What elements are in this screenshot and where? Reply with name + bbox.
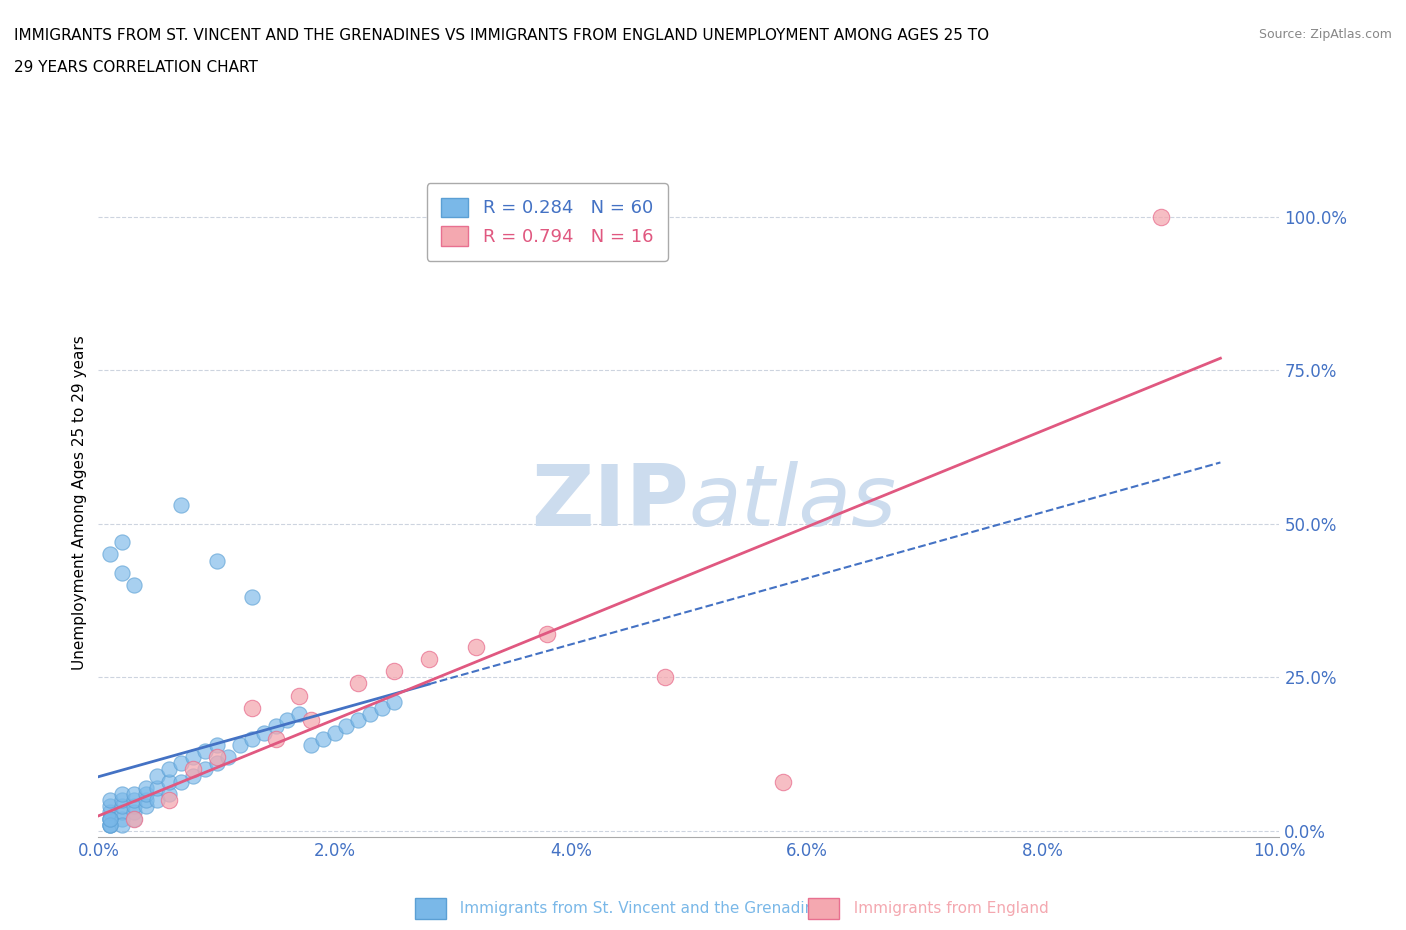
- Point: [382, 695, 405, 710]
- Point: [536, 627, 558, 642]
- Point: [371, 700, 394, 715]
- Point: [111, 535, 134, 550]
- Point: [170, 756, 193, 771]
- Point: [181, 750, 204, 764]
- Point: [135, 799, 157, 814]
- Point: [288, 707, 311, 722]
- Point: [347, 676, 370, 691]
- Point: [205, 756, 228, 771]
- Point: [194, 744, 217, 759]
- Point: [98, 799, 121, 814]
- Point: [111, 811, 134, 826]
- Point: [276, 712, 298, 727]
- Y-axis label: Unemployment Among Ages 25 to 29 years: Unemployment Among Ages 25 to 29 years: [72, 335, 87, 670]
- Point: [98, 811, 121, 826]
- Point: [146, 792, 169, 807]
- Point: [98, 792, 121, 807]
- Point: [194, 762, 217, 777]
- Point: [135, 787, 157, 802]
- Point: [359, 707, 381, 722]
- Point: [157, 775, 180, 790]
- Point: [312, 731, 335, 746]
- Point: [122, 578, 145, 592]
- Point: [146, 780, 169, 795]
- Text: 29 YEARS CORRELATION CHART: 29 YEARS CORRELATION CHART: [14, 60, 257, 75]
- Point: [98, 805, 121, 820]
- Point: [146, 768, 169, 783]
- Point: [170, 498, 193, 512]
- Point: [418, 651, 440, 666]
- Point: [98, 547, 121, 562]
- Point: [122, 811, 145, 826]
- Text: Immigrants from England: Immigrants from England: [844, 901, 1049, 916]
- Point: [465, 639, 488, 654]
- Point: [1150, 209, 1173, 224]
- Point: [135, 792, 157, 807]
- Point: [122, 799, 145, 814]
- Point: [253, 725, 276, 740]
- Point: [240, 731, 263, 746]
- Point: [654, 670, 676, 684]
- Point: [181, 768, 204, 783]
- Point: [111, 799, 134, 814]
- Point: [772, 775, 794, 790]
- Text: ZIP: ZIP: [531, 460, 689, 544]
- Point: [299, 737, 322, 752]
- Point: [111, 565, 134, 580]
- Point: [181, 762, 204, 777]
- Point: [122, 805, 145, 820]
- Point: [122, 787, 145, 802]
- Text: Immigrants from St. Vincent and the Grenadines: Immigrants from St. Vincent and the Gren…: [450, 901, 832, 916]
- Point: [229, 737, 252, 752]
- Point: [240, 590, 263, 604]
- Point: [205, 737, 228, 752]
- Point: [98, 817, 121, 832]
- Point: [98, 817, 121, 832]
- Point: [111, 787, 134, 802]
- Point: [111, 805, 134, 820]
- Point: [288, 688, 311, 703]
- Point: [122, 811, 145, 826]
- Point: [382, 664, 405, 679]
- Point: [240, 700, 263, 715]
- Point: [299, 712, 322, 727]
- Point: [98, 817, 121, 832]
- Point: [111, 817, 134, 832]
- Point: [135, 780, 157, 795]
- Point: [264, 719, 287, 734]
- Text: atlas: atlas: [689, 460, 897, 544]
- Point: [264, 731, 287, 746]
- Point: [157, 787, 180, 802]
- Point: [157, 762, 180, 777]
- Point: [98, 811, 121, 826]
- Point: [347, 712, 370, 727]
- Text: IMMIGRANTS FROM ST. VINCENT AND THE GRENADINES VS IMMIGRANTS FROM ENGLAND UNEMPL: IMMIGRANTS FROM ST. VINCENT AND THE GREN…: [14, 28, 990, 43]
- Point: [170, 775, 193, 790]
- Point: [205, 750, 228, 764]
- Point: [98, 811, 121, 826]
- Point: [205, 553, 228, 568]
- Point: [157, 792, 180, 807]
- Point: [122, 792, 145, 807]
- Point: [111, 792, 134, 807]
- Legend: R = 0.284   N = 60, R = 0.794   N = 16: R = 0.284 N = 60, R = 0.794 N = 16: [427, 183, 668, 260]
- Text: Source: ZipAtlas.com: Source: ZipAtlas.com: [1258, 28, 1392, 41]
- Point: [323, 725, 346, 740]
- Point: [217, 750, 239, 764]
- Point: [335, 719, 357, 734]
